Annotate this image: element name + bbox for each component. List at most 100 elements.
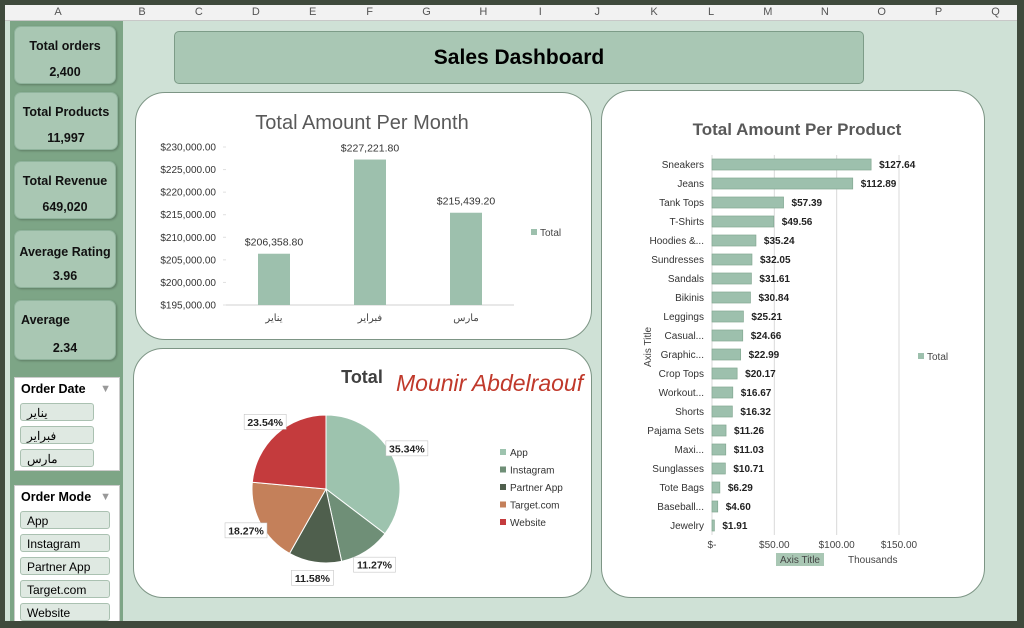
- value-label: $206,358.80: [245, 237, 304, 249]
- y-tick-label: Sunglasses: [652, 464, 704, 475]
- value-label: $16.67: [741, 388, 772, 399]
- value-label: $20.17: [745, 369, 776, 380]
- y-tick-label: $225,000.00: [160, 165, 216, 176]
- y-tick-label: Sandals: [668, 274, 704, 285]
- y-tick-label: Casual...: [665, 331, 704, 342]
- filter-icon[interactable]: ▼: [100, 491, 111, 503]
- y-tick-label: Maxi...: [675, 445, 704, 456]
- label-box: [243, 414, 287, 430]
- column-letter: D: [251, 6, 260, 18]
- kpi-value: 11,997: [47, 131, 85, 145]
- y-tick-label: Sundresses: [651, 255, 704, 266]
- value-label: $6.29: [728, 483, 753, 494]
- value-label: $11.03: [734, 445, 764, 456]
- legend-label: Website: [510, 518, 546, 529]
- column-letter: I: [538, 6, 542, 18]
- slicer-item[interactable]: يناير: [20, 403, 94, 421]
- column-letter: C: [194, 6, 203, 18]
- axis-title-box: [776, 553, 824, 566]
- legend-swatch: [500, 484, 506, 490]
- y-tick-label: Bikinis: [675, 293, 704, 304]
- legend-swatch: [500, 501, 506, 508]
- sheet: A B C D E F G H I J K L M N O P Q Total orders 2,400 Tota…: [5, 5, 1017, 621]
- value-label: $49.56: [782, 217, 813, 228]
- legend-label: Target.com: [510, 501, 559, 512]
- label-box: [353, 556, 396, 573]
- dashboard-title: Sales Dashboard: [174, 31, 864, 84]
- label-box: [224, 522, 268, 539]
- value-label: $35.24: [764, 236, 795, 247]
- slicer-item[interactable]: Instagram: [20, 534, 110, 552]
- slicer-item[interactable]: مارس: [20, 449, 94, 467]
- kpi-label: Total Revenue: [22, 174, 108, 188]
- legend-label: Instagram: [510, 466, 554, 477]
- y-tick-label: Graphic...: [661, 350, 704, 361]
- column-letter: H: [479, 6, 488, 18]
- x-tick-label: $-: [708, 540, 717, 551]
- column-letter: A: [54, 6, 62, 18]
- column-letter: G: [422, 6, 431, 18]
- slicer-item[interactable]: Target.com: [20, 580, 110, 598]
- slicer-item[interactable]: فبراير: [20, 426, 94, 444]
- y-tick-label: Pajama Sets: [647, 426, 704, 437]
- value-label: 23.54%: [247, 417, 283, 429]
- kpi-value: 3.96: [52, 269, 78, 283]
- x-axis-title: Axis Title: [780, 555, 820, 566]
- display-units: Thousands: [848, 555, 897, 566]
- bar: [711, 519, 715, 532]
- x-tick-label: فبراير: [357, 313, 383, 324]
- value-label: 35.34%: [389, 443, 425, 455]
- bar: [258, 253, 290, 305]
- bar: [711, 158, 872, 171]
- column-letter: E: [309, 6, 317, 18]
- chart-title: Total Amount Per Product: [693, 120, 902, 139]
- y-tick-label: T-Shirts: [670, 217, 704, 228]
- y-tick-label: $220,000.00: [160, 188, 216, 199]
- label-box: [291, 570, 334, 586]
- slicer: Order Date ▼ يناير فبراير مارس: [14, 377, 120, 471]
- legend-label: Partner App: [510, 483, 563, 494]
- column-letter: O: [877, 6, 886, 18]
- y-tick-label: $200,000.00: [160, 278, 216, 289]
- chart-panel: Total Mounir Abdelraouf 35.34% App 11.27% Ins…: [133, 348, 592, 598]
- value-label: $24.66: [751, 331, 782, 342]
- value-label: 18.27%: [228, 525, 264, 537]
- bar: [711, 424, 727, 437]
- value-label: $4.60: [726, 502, 751, 513]
- bar: [711, 272, 752, 285]
- y-tick-label: $195,000.00: [160, 301, 216, 312]
- pie-slice: [325, 414, 401, 535]
- filter-icon[interactable]: ▼: [100, 383, 111, 395]
- bar: [711, 500, 719, 513]
- kpi-value: 2,400: [49, 65, 81, 79]
- value-label: $127.64: [879, 160, 916, 171]
- bar: [711, 462, 726, 475]
- kpi-label: Average: [21, 313, 70, 327]
- x-tick-label: مارس: [453, 313, 478, 324]
- bar: [354, 159, 386, 305]
- bar: [711, 253, 753, 266]
- kpi-label: Total Products: [22, 105, 110, 119]
- y-tick-label: $230,000.00: [160, 143, 216, 154]
- x-tick-label: $50.00: [759, 540, 790, 551]
- y-tick-label: Tank Tops: [659, 198, 704, 209]
- slicer-item[interactable]: Partner App: [20, 557, 110, 575]
- signature: Mounir Abdelraouf: [396, 370, 586, 396]
- column-letter: N: [820, 6, 829, 18]
- bar: [711, 329, 744, 342]
- bar: [711, 348, 742, 361]
- value-label: $112.89: [861, 179, 897, 190]
- value-label: $31.61: [759, 274, 790, 285]
- column-letter: F: [366, 6, 373, 18]
- y-tick-label: Shorts: [675, 407, 704, 418]
- slicer-item[interactable]: Website: [20, 603, 110, 621]
- kpi-card: Total Products 11,997: [14, 92, 118, 150]
- pie-slice: [251, 414, 327, 490]
- column-letter: K: [650, 6, 658, 18]
- slicer-item[interactable]: App: [20, 511, 110, 529]
- legend-swatch: [531, 229, 537, 235]
- kpi-card: Total Revenue 649,020: [14, 161, 116, 219]
- y-tick-label: Leggings: [663, 312, 704, 323]
- bar: [711, 386, 734, 399]
